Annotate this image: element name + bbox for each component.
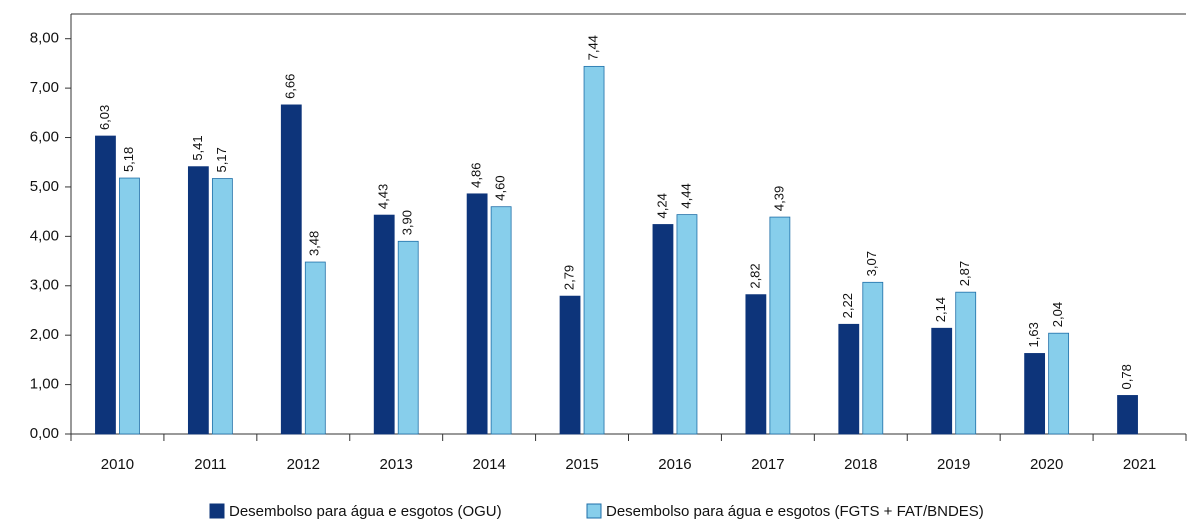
x-tick-label: 2019	[937, 456, 970, 473]
bar	[559, 295, 581, 435]
value-label: 2,22	[840, 293, 855, 318]
y-tick-label: 1,00	[30, 376, 59, 393]
bar	[211, 178, 233, 435]
bar	[187, 166, 209, 435]
bar	[652, 224, 674, 435]
bar	[95, 135, 116, 435]
value-label: 4,24	[654, 193, 669, 218]
value-label: 2,79	[561, 265, 576, 290]
x-tick-label: 2018	[844, 456, 877, 473]
value-label: 2,87	[957, 261, 972, 286]
x-tick-label: 2010	[101, 456, 134, 473]
x-tick-label: 2013	[380, 456, 413, 473]
legend-swatch	[209, 503, 225, 519]
value-label: 5,17	[214, 147, 229, 172]
y-tick-label: 8,00	[30, 30, 59, 47]
bar	[1117, 395, 1138, 435]
bar	[583, 65, 605, 435]
value-label: 5,18	[121, 147, 136, 172]
bar	[119, 177, 140, 435]
x-tick-label: 2015	[565, 456, 598, 473]
value-label: 0,78	[1119, 364, 1134, 389]
x-tick-label: 2011	[194, 456, 226, 473]
x-tick-label: 2014	[472, 456, 505, 473]
bar	[304, 261, 326, 435]
x-tick-label: 2017	[751, 456, 784, 473]
bar	[373, 214, 395, 435]
bar	[838, 323, 860, 435]
value-label: 3,90	[400, 210, 415, 235]
x-tick-label: 2016	[658, 456, 691, 473]
y-tick-label: 6,00	[30, 128, 59, 145]
value-label: 7,44	[585, 35, 600, 60]
bar	[1024, 353, 1046, 435]
value-label: 2,82	[747, 263, 762, 288]
value-label: 4,44	[678, 183, 693, 208]
value-label: 6,66	[283, 74, 298, 99]
bar	[769, 216, 791, 435]
value-label: 2,04	[1050, 302, 1065, 327]
y-tick-label: 3,00	[30, 277, 59, 294]
value-label: 4,43	[376, 184, 391, 209]
value-label: 4,60	[493, 175, 508, 200]
value-label: 2,14	[933, 297, 948, 322]
legend-swatch	[586, 503, 602, 519]
bar	[955, 291, 977, 435]
legend-label: Desembolso para água e esgotos (OGU)	[229, 503, 502, 520]
value-label: 4,86	[469, 163, 484, 188]
bar	[397, 240, 419, 435]
x-tick-label: 2021	[1123, 456, 1156, 473]
bar	[1048, 332, 1070, 435]
bar	[862, 281, 884, 435]
bar	[745, 294, 767, 435]
bar	[931, 327, 953, 435]
value-label: 3,07	[864, 251, 879, 276]
bar	[676, 214, 698, 435]
value-label: 1,63	[1026, 322, 1041, 347]
y-tick-label: 5,00	[30, 178, 59, 195]
y-tick-label: 4,00	[30, 227, 59, 244]
value-label: 3,48	[307, 231, 322, 256]
x-tick-label: 2012	[287, 456, 320, 473]
y-tick-label: 0,00	[30, 425, 59, 442]
value-label: 6,03	[97, 105, 112, 130]
legend-label: Desembolso para água e esgotos (FGTS + F…	[606, 503, 984, 520]
value-label: 4,39	[771, 186, 786, 211]
value-label: 5,41	[190, 135, 205, 160]
y-tick-label: 7,00	[30, 79, 59, 96]
y-tick-label: 2,00	[30, 326, 59, 343]
bar	[280, 104, 302, 435]
x-tick-label: 2020	[1030, 456, 1063, 473]
bar	[490, 206, 512, 435]
bar	[466, 193, 488, 435]
